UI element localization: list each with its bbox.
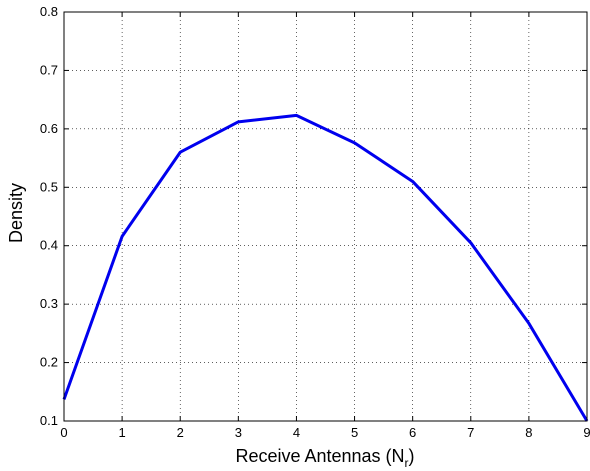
y-tick-label: 0.4 [40, 238, 58, 253]
y-tick-label: 0.2 [40, 355, 58, 370]
x-tick-label: 3 [235, 425, 242, 440]
y-axis-label: Density [6, 183, 26, 243]
x-tick-label: 4 [293, 425, 300, 440]
plot-frame [63, 11, 588, 422]
y-tick-label: 0.1 [40, 413, 58, 428]
y-tick-label: 0.8 [40, 4, 58, 19]
x-tick-label: 6 [409, 425, 416, 440]
y-tick-label: 0.5 [40, 179, 58, 194]
x-axis-label-suffix: ) [409, 446, 415, 466]
series-line [62, 113, 589, 422]
series-layer [62, 113, 589, 422]
x-tick-label: 2 [177, 425, 184, 440]
grid-lines [64, 12, 587, 421]
y-tick-label: 0.7 [40, 62, 58, 77]
x-axis-label: Receive Antennas (Nr) [235, 446, 414, 470]
x-tick-label: 8 [525, 425, 532, 440]
x-tick-label: 9 [583, 425, 590, 440]
axis-ticks: 0 1 2 3 4 5 6 7 8 9 0.1 0.2 0.3 0.4 0.5 0.6 0.7 0.8 [40, 4, 590, 440]
x-axis-label-main: Receive Antennas (N [235, 446, 404, 466]
y-tick-label: 0.3 [40, 296, 58, 311]
x-axis-label-subscript: r [405, 456, 409, 470]
x-tick-label: 5 [351, 425, 358, 440]
x-tick-label: 0 [60, 425, 67, 440]
x-tick-label: 7 [467, 425, 474, 440]
y-tick-label: 0.6 [40, 121, 58, 136]
x-tick-label: 1 [118, 425, 125, 440]
